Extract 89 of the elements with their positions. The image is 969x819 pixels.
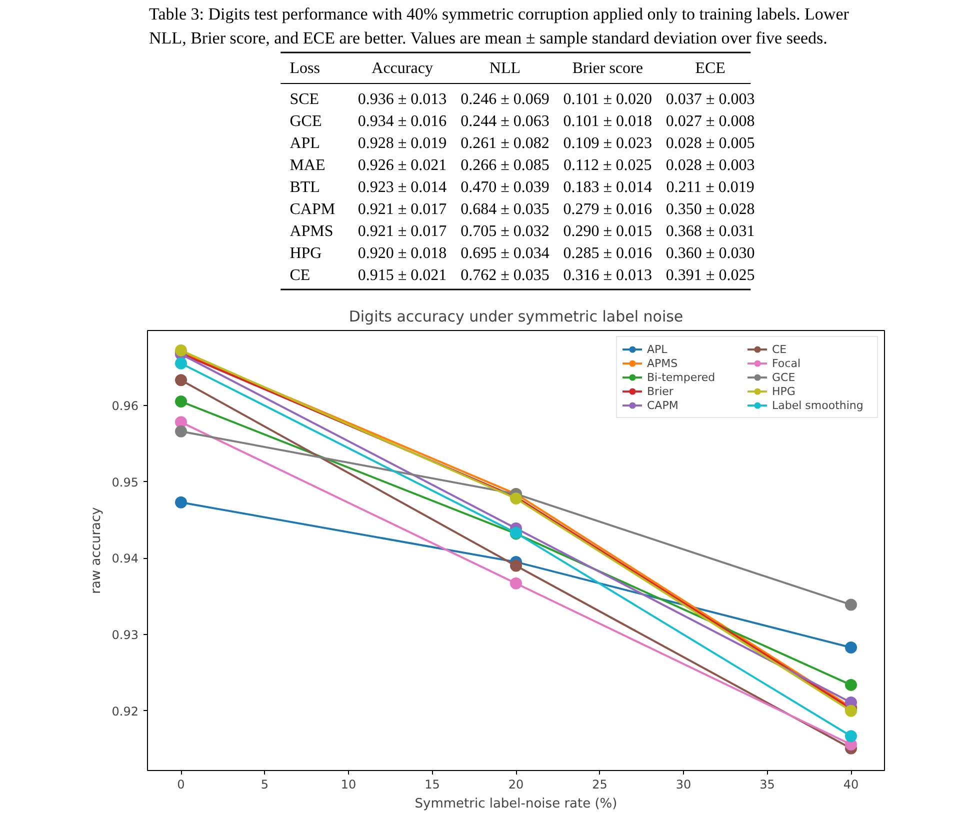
legend-label: GCE [772, 370, 796, 384]
text: 0.936 ± 0.013 [358, 91, 447, 108]
text: 0.921 ± 0.017 [358, 223, 447, 240]
x-tick-label: 30 [676, 778, 692, 792]
x-tick-label: 0 [177, 778, 185, 792]
y-tick-label: 0.94 [112, 552, 138, 566]
text: 0.470 ± 0.039 [460, 179, 550, 196]
y-tick-label: 0.92 [112, 704, 138, 718]
legend-label: CAPM [647, 398, 680, 412]
text: 0.290 ± 0.015 [563, 223, 652, 240]
text: Table 3: Digits test performance with 40% symmetric corruption applied only to training labels. Lower NLL, Brier score, and ECE are better. Values are mean ± sample standard deviation over five seeds. [149, 4, 850, 48]
point [175, 357, 187, 370]
text: CE [290, 267, 310, 284]
text: 0.246 ± 0.069 [460, 91, 550, 108]
text: 0.027 ± 0.008 [666, 113, 755, 130]
legend-label: Label smoothing [772, 398, 864, 412]
text: 0.037 ± 0.003 [666, 91, 755, 108]
text: CAPM [290, 201, 336, 218]
text: 0.244 ± 0.063 [460, 113, 550, 130]
point [845, 642, 857, 654]
point [510, 577, 522, 590]
text: 0.391 ± 0.025 [666, 267, 755, 284]
point [175, 374, 187, 386]
x-tick-label: 15 [424, 778, 440, 792]
category-label: Loss [290, 60, 320, 77]
legend-label: Focal [772, 356, 802, 370]
text: 0.923 ± 0.014 [358, 179, 447, 196]
legend-label: CE [772, 342, 788, 356]
x-tick-label: 35 [760, 778, 775, 792]
text: GCE [290, 113, 322, 130]
point [175, 425, 187, 438]
text: 0.762 ± 0.035 [460, 267, 550, 284]
text: HPG [290, 245, 322, 262]
legend-label: Brier [647, 384, 674, 398]
text: 0.112 ± 0.025 [564, 157, 652, 174]
x-axis-title: Symmetric label-noise rate (%) [414, 796, 618, 812]
text: 0.028 ± 0.003 [666, 157, 755, 174]
text: 0.926 ± 0.021 [358, 157, 447, 174]
text: 0.350 ± 0.028 [666, 201, 755, 218]
point [175, 396, 187, 408]
y-tick-label: 0.93 [112, 628, 138, 642]
text: SCE [290, 91, 320, 108]
text: 0.705 ± 0.032 [460, 223, 550, 240]
text: 0.101 ± 0.020 [563, 91, 652, 108]
y-axis-title: raw accuracy [88, 506, 104, 594]
x-tick-label: 40 [843, 778, 859, 792]
point [845, 598, 857, 611]
y-tick-label: 0.96 [112, 398, 138, 413]
text: APL [290, 135, 320, 152]
point [510, 560, 522, 572]
x-tick-label: 20 [508, 778, 524, 792]
text: 0.915 ± 0.021 [358, 267, 447, 284]
y-tick-label: 0.95 [112, 475, 138, 490]
text: 0.028 ± 0.005 [666, 135, 755, 152]
chart-title: Digits accuracy under symmetric label noise [348, 308, 684, 326]
x-tick-label: 25 [592, 778, 608, 792]
text: 0.183 ± 0.014 [563, 179, 652, 196]
text: 0.921 ± 0.017 [358, 201, 447, 218]
text: 0.934 ± 0.016 [358, 113, 447, 130]
legend-label: Bi-tempered [647, 370, 716, 384]
text: 0.101 ± 0.018 [563, 113, 652, 130]
legend-label: APL [647, 342, 668, 356]
legend-label: HPG [772, 384, 796, 398]
text: 0.316 ± 0.013 [563, 267, 652, 284]
text: BTL [290, 179, 320, 196]
point [175, 496, 187, 508]
text: 0.928 ± 0.019 [358, 135, 447, 152]
text: 0.920 ± 0.018 [358, 245, 447, 262]
category-label: ECE [695, 60, 726, 77]
text: 0.261 ± 0.082 [460, 135, 550, 152]
point [845, 678, 857, 691]
point [845, 730, 857, 742]
text: 0.266 ± 0.085 [460, 157, 550, 174]
text: 0.684 ± 0.035 [460, 201, 550, 218]
text: 0.360 ± 0.030 [666, 245, 755, 262]
text: APMS [290, 223, 334, 240]
text: MAE [290, 157, 326, 174]
text: 0.279 ± 0.016 [563, 201, 652, 218]
x-tick-label: 5 [260, 778, 269, 792]
text: 0.368 ± 0.031 [666, 223, 755, 240]
legend-label: APMS [647, 356, 679, 370]
category-label: NLL [489, 60, 521, 77]
x-tick-label: 10 [340, 778, 356, 792]
text: 0.109 ± 0.023 [563, 135, 652, 152]
text: 0.211 ± 0.019 [666, 179, 754, 196]
category-label: Accuracy [372, 60, 433, 77]
text: 0.695 ± 0.034 [460, 245, 550, 262]
text: 0.285 ± 0.016 [563, 245, 652, 262]
category-label: Brier score [572, 60, 643, 77]
